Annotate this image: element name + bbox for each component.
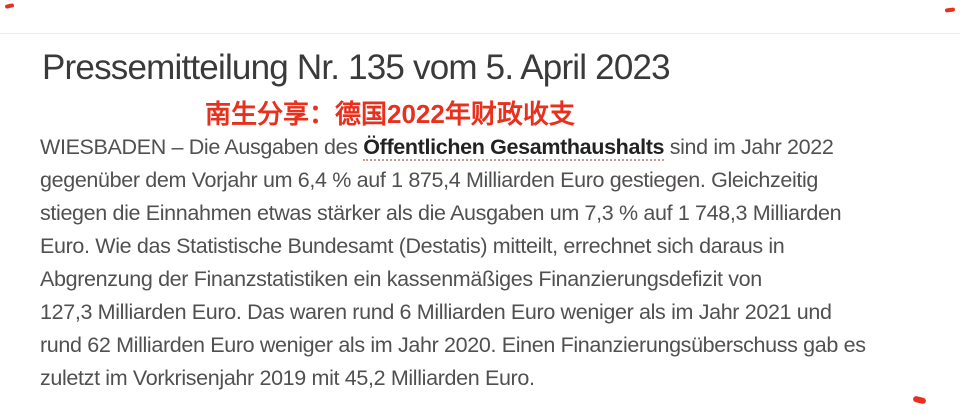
paragraph-line: gegenüber dem Vorjahr um 6,4 % auf 1 875… [40,164,930,197]
red-annotation-mark-top-left [4,3,15,9]
paragraph-text: WIESBADEN – Die Ausgaben des [40,135,364,159]
paragraph-line: Euro. Wie das Statistische Bundesamt (De… [40,230,930,263]
paragraph-text: stiegen die Einnahmen etwas stärker als … [40,201,842,225]
paragraph-text: zuletzt im Vorkrisenjahr 2019 mit 45,2 M… [40,366,535,390]
page-title: Pressemitteilung Nr. 135 vom 5. April 20… [42,48,671,87]
paragraph-line: stiegen die Einnahmen etwas stärker als … [40,197,930,230]
paragraph-line: WIESBADEN – Die Ausgaben des Öffentliche… [40,131,930,164]
article-paragraph: WIESBADEN – Die Ausgaben des Öffentliche… [40,131,930,395]
paragraph-text: Abgrenzung der Finanzstatistiken ein kas… [40,267,762,291]
paragraph-line: 127,3 Milliarden Euro. Das waren rund 6 … [40,296,930,329]
chinese-subtitle-annotation: 南生分享：德国2022年财政收支 [205,99,575,129]
top-divider-line [0,33,960,34]
paragraph-text: gegenüber dem Vorjahr um 6,4 % auf 1 875… [40,168,819,192]
paragraph-line: zuletzt im Vorkrisenjahr 2019 mit 45,2 M… [40,362,930,395]
paragraph-text: 127,3 Milliarden Euro. Das waren rund 6 … [40,300,832,324]
paragraph-text: rund 62 Milliarden Euro weniger als im J… [40,333,866,357]
paragraph-line: rund 62 Milliarden Euro weniger als im J… [40,329,930,362]
paragraph-text: sind im Jahr 2022 [664,135,834,159]
glossary-term-link[interactable]: Öffentlichen Gesamthaushalts [363,135,665,161]
paragraph-text: Euro. Wie das Statistische Bundesamt (De… [40,234,785,258]
red-annotation-mark-top-right [944,7,956,13]
paragraph-line: Abgrenzung der Finanzstatistiken ein kas… [40,263,930,296]
red-annotation-mark-bottom-right [912,395,927,405]
